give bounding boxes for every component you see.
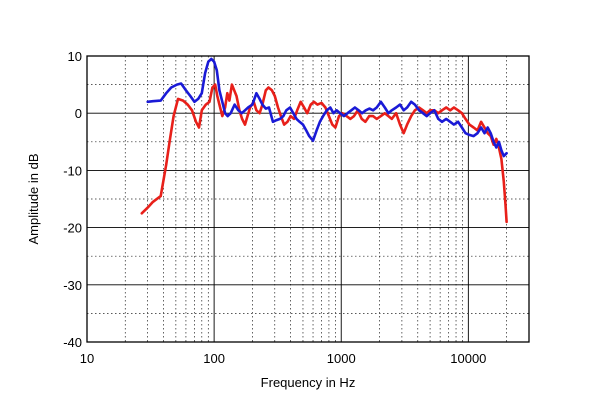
x-tick-label: 10000 — [450, 351, 486, 366]
series-line-2 — [146, 57, 508, 158]
y-tick-label: -40 — [63, 335, 82, 350]
series-line-1 — [140, 83, 508, 224]
x-tick-labels: 10 100 1000 10000 — [80, 351, 487, 366]
x-tick-label: 100 — [203, 351, 225, 366]
y-tick-labels: 10 0 -10 -20 -30 -40 — [63, 49, 82, 350]
series-layer — [140, 57, 508, 224]
y-axis-title: Amplitude in dB — [26, 153, 41, 244]
y-tick-label: 10 — [68, 49, 82, 64]
y-tick-label: -10 — [63, 163, 82, 178]
x-tick-label: 1000 — [327, 351, 356, 366]
grid — [87, 56, 530, 342]
y-tick-label: -30 — [63, 278, 82, 293]
plot-frame — [86, 55, 530, 343]
x-axis-title: Frequency in Hz — [261, 375, 356, 390]
x-tick-label: 10 — [80, 351, 94, 366]
y-tick-label: -20 — [63, 221, 82, 236]
y-tick-label: 0 — [75, 106, 82, 121]
